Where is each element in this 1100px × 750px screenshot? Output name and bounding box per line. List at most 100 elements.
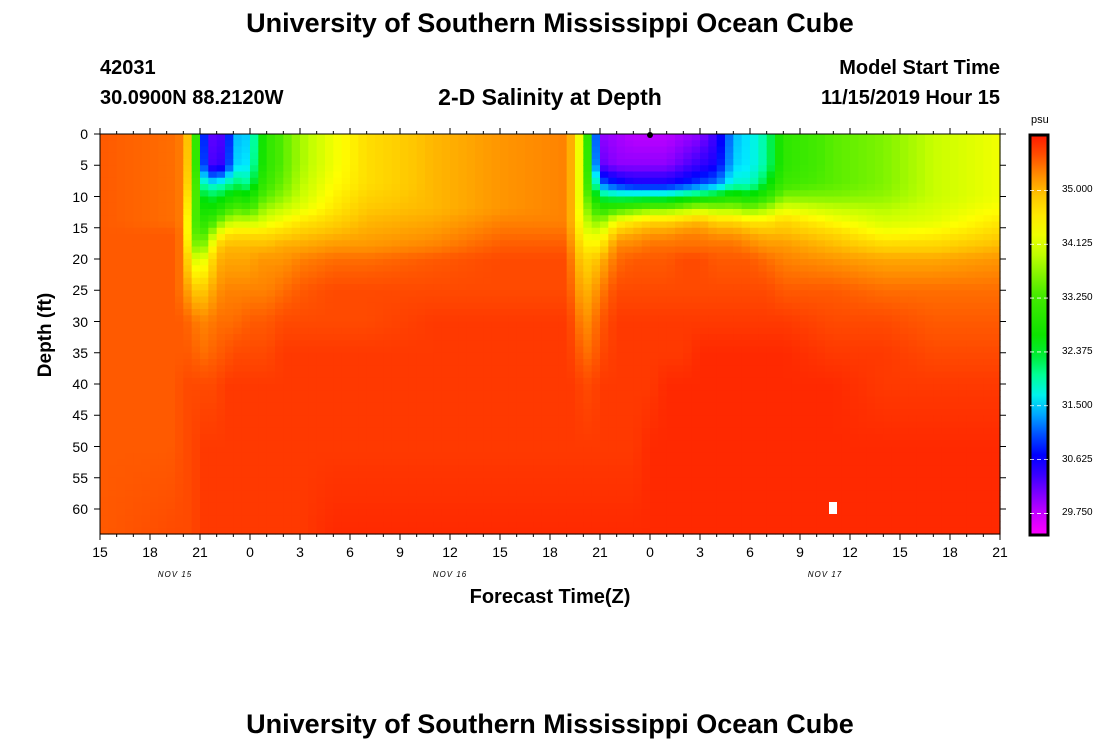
heatmap-cell — [125, 209, 134, 216]
heatmap-cell — [450, 484, 459, 491]
heatmap-cell — [716, 271, 726, 279]
heatmap-cell — [741, 346, 751, 354]
heatmap-cell — [666, 240, 676, 248]
heatmap-cell — [216, 209, 226, 216]
heatmap-cell — [725, 190, 734, 198]
heatmap-cell — [150, 277, 159, 285]
heatmap-cell — [366, 246, 376, 254]
heatmap-cell — [541, 402, 551, 410]
heatmap-cell — [450, 396, 459, 404]
heatmap-cell — [133, 340, 143, 348]
heatmap-cell — [675, 246, 684, 254]
heatmap-cell — [250, 265, 259, 273]
heatmap-cell — [541, 377, 551, 385]
heatmap-cell — [325, 265, 334, 273]
heatmap-cell — [316, 221, 326, 229]
heatmap-cell — [416, 346, 426, 354]
heatmap-cell — [516, 252, 526, 260]
heatmap-cell — [133, 484, 143, 491]
heatmap-cell — [608, 296, 618, 304]
heatmap-cell — [208, 502, 218, 510]
heatmap-cell — [266, 459, 276, 466]
heatmap-cell — [425, 321, 434, 329]
heatmap-cell — [108, 252, 118, 260]
heatmap-cell — [441, 221, 451, 229]
heatmap-cell — [333, 246, 343, 254]
heatmap-cell — [450, 227, 459, 235]
heatmap-cell — [200, 327, 209, 335]
heatmap-cell — [583, 346, 593, 354]
heatmap-cell — [658, 440, 668, 448]
heatmap-cell — [625, 527, 634, 535]
heatmap-cell — [125, 496, 134, 504]
heatmap-cell — [683, 440, 693, 448]
heatmap-cell — [416, 521, 426, 529]
heatmap-cell — [716, 171, 726, 179]
heatmap-cell — [258, 284, 268, 291]
heatmap-cell — [491, 465, 501, 473]
heatmap-cell — [675, 402, 684, 410]
heatmap-cell — [458, 496, 468, 504]
heatmap-cell — [133, 434, 143, 441]
heatmap-cell — [475, 171, 484, 179]
heatmap-cell — [716, 184, 726, 191]
heatmap-cell — [225, 165, 234, 173]
heatmap-cell — [366, 434, 376, 441]
heatmap-cell — [625, 134, 634, 141]
heatmap-cell — [500, 134, 509, 141]
heatmap-cell — [616, 515, 626, 523]
heatmap-cell — [408, 315, 418, 323]
heatmap-cell — [466, 196, 476, 204]
heatmap-cell — [508, 134, 518, 141]
heatmap-cell — [158, 209, 168, 216]
heatmap-cell — [416, 315, 426, 323]
heatmap-cell — [241, 246, 251, 254]
heatmap-cell — [241, 209, 251, 216]
heatmap-cell — [300, 415, 309, 423]
heatmap-cell — [175, 140, 184, 148]
heatmap-cell — [225, 184, 234, 191]
heatmap-cell — [133, 252, 143, 260]
heatmap-cell — [483, 421, 493, 429]
heatmap-cell — [416, 246, 426, 254]
heatmap-cell — [675, 209, 684, 216]
heatmap-cell — [333, 321, 343, 329]
heatmap-cell — [125, 327, 134, 335]
heatmap-cell — [716, 377, 726, 385]
heatmap-cell — [583, 321, 593, 329]
heatmap-cell — [383, 402, 393, 410]
heatmap-cell — [458, 421, 468, 429]
heatmap-cell — [108, 221, 118, 229]
heatmap-cell — [425, 265, 434, 273]
heatmap-cell — [575, 415, 584, 423]
heatmap-cell — [691, 465, 701, 473]
heatmap-cell — [350, 309, 359, 316]
heatmap-cell — [733, 146, 743, 154]
heatmap-cell — [716, 365, 726, 373]
heatmap-cell — [316, 140, 326, 148]
heatmap-cell — [133, 215, 143, 223]
heatmap-cell — [175, 284, 184, 291]
heatmap-cell — [425, 434, 434, 441]
heatmap-cell — [125, 190, 134, 198]
heatmap-cell — [575, 446, 584, 454]
heatmap-cell — [633, 340, 643, 348]
heatmap-cell — [691, 277, 701, 285]
heatmap-cell — [608, 159, 618, 166]
heatmap-cell — [291, 521, 301, 529]
heatmap-cell — [483, 352, 493, 360]
heatmap-cell — [216, 165, 226, 173]
heatmap-cell — [525, 459, 534, 466]
heatmap-cell — [416, 177, 426, 185]
heatmap-cell — [158, 302, 168, 310]
heatmap-cell — [591, 246, 601, 254]
heatmap-cell — [275, 171, 284, 179]
heatmap-cell — [391, 165, 401, 173]
heatmap-cell — [191, 190, 201, 198]
heatmap-cell — [683, 296, 693, 304]
heatmap-cell — [633, 327, 643, 335]
heatmap-cell — [525, 190, 534, 198]
heatmap-cell — [266, 502, 276, 510]
heatmap-cell — [100, 402, 109, 410]
heatmap-cell — [500, 446, 509, 454]
